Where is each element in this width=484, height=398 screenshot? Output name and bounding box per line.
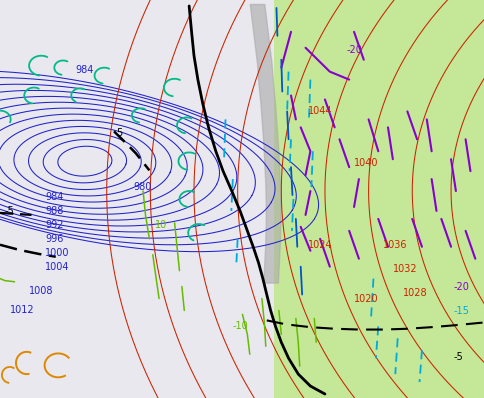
Text: 988: 988 — [45, 206, 63, 216]
Text: 1040: 1040 — [353, 158, 378, 168]
Text: -10: -10 — [232, 320, 248, 331]
Text: 1028: 1028 — [402, 287, 426, 298]
Text: 992: 992 — [45, 220, 63, 230]
Text: -5: -5 — [5, 206, 15, 216]
Text: 1004: 1004 — [45, 261, 70, 272]
Text: -5: -5 — [453, 352, 462, 363]
Text: -20: -20 — [453, 281, 469, 292]
Text: 1008: 1008 — [29, 285, 54, 296]
Text: 1024: 1024 — [307, 240, 332, 250]
Text: 1020: 1020 — [353, 294, 378, 304]
Bar — [273, 0, 484, 398]
Bar — [0, 0, 273, 398]
Text: 5: 5 — [116, 128, 122, 139]
Text: 1036: 1036 — [382, 240, 407, 250]
Text: 996: 996 — [45, 234, 63, 244]
Text: -20: -20 — [346, 45, 362, 55]
Text: 980: 980 — [133, 182, 151, 192]
Text: 984: 984 — [75, 64, 93, 75]
Text: 1012: 1012 — [10, 305, 34, 316]
Text: 1032: 1032 — [392, 263, 417, 274]
Text: 984: 984 — [45, 192, 63, 202]
Text: 1000: 1000 — [45, 248, 70, 258]
Text: -15: -15 — [453, 306, 469, 316]
Text: 1044: 1044 — [307, 106, 332, 117]
Text: 10: 10 — [155, 220, 167, 230]
